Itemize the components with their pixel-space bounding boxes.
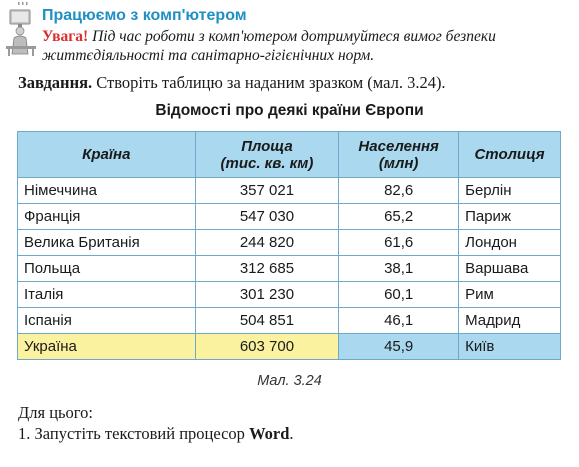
section-header: Працюємо з комп'ютером Увага! Під час ро… bbox=[0, 0, 579, 64]
table-row-highlighted: Україна 603 700 45,9 Київ bbox=[17, 333, 561, 360]
cell-population: 61,6 bbox=[338, 229, 460, 256]
cell-capital: Мадрид bbox=[458, 307, 561, 334]
cell-area: 312 685 bbox=[194, 255, 340, 282]
cell-area: 504 851 bbox=[194, 307, 340, 334]
cell-capital: Лондон bbox=[458, 229, 561, 256]
cell-country: Польща bbox=[17, 255, 196, 282]
cell-country: Італія bbox=[17, 281, 196, 308]
table-row: Німеччина 357 021 82,6 Берлін bbox=[17, 177, 561, 204]
table-row: Франція 547 030 65,2 Париж bbox=[17, 203, 561, 230]
cell-capital: Париж bbox=[458, 203, 561, 230]
cell-country: Німеччина bbox=[17, 177, 196, 204]
app-name: Word bbox=[249, 424, 290, 443]
cell-area: 301 230 bbox=[194, 281, 340, 308]
table-row: Іспанія 504 851 46,1 Мадрид bbox=[17, 307, 561, 334]
step-1: 1. Запустіть текстовий процесор Word. bbox=[18, 424, 294, 443]
cell-area: 244 820 bbox=[194, 229, 340, 256]
person-at-computer-icon bbox=[6, 2, 36, 56]
table-title: Відомості про деякі країни Європи bbox=[155, 102, 424, 119]
table-row: Італія 301 230 60,1 Рим bbox=[17, 281, 561, 308]
cell-country: Велика Британія bbox=[17, 229, 196, 256]
cell-population: 38,1 bbox=[338, 255, 460, 282]
cell-area: 357 021 bbox=[194, 177, 340, 204]
task-label: Завдання. bbox=[18, 73, 93, 92]
header-capital: Столиця bbox=[458, 131, 561, 178]
figure-caption: Мал. 3.24 bbox=[257, 373, 322, 389]
warning-text: Під час роботи з комп'ютером дотримуйтес… bbox=[42, 28, 496, 64]
table-row: Польща 312 685 38,1 Варшава bbox=[17, 255, 561, 282]
cell-country: Україна bbox=[17, 333, 196, 360]
header-area: Площа (тис. кв. км) bbox=[194, 131, 340, 178]
cell-capital: Київ bbox=[458, 333, 561, 360]
cell-population: 65,2 bbox=[338, 203, 460, 230]
cell-population: 45,9 bbox=[338, 333, 460, 360]
cell-area: 547 030 bbox=[194, 203, 340, 230]
header-population: Населення (млн) bbox=[338, 131, 460, 178]
header-country: Країна bbox=[17, 131, 196, 178]
instruction-steps: Для цього: 1. Запустіть текстовий процес… bbox=[18, 402, 294, 444]
countries-table: Країна Площа (тис. кв. км) Населення (мл… bbox=[17, 131, 561, 360]
task-text: Створіть таблицю за наданим зразком (мал… bbox=[96, 73, 446, 92]
cell-population: 60,1 bbox=[338, 281, 460, 308]
section-title: Працюємо з комп'ютером bbox=[42, 7, 247, 24]
safety-warning: Увага! Під час роботи з комп'ютером дотр… bbox=[42, 27, 572, 65]
cell-capital: Варшава bbox=[458, 255, 561, 282]
task-statement: Завдання. Створіть таблицю за наданим зр… bbox=[18, 73, 446, 93]
table-header-row: Країна Площа (тис. кв. км) Населення (мл… bbox=[17, 131, 561, 178]
table-row: Велика Британія 244 820 61,6 Лондон bbox=[17, 229, 561, 256]
steps-intro: Для цього: bbox=[18, 403, 93, 422]
cell-capital: Берлін bbox=[458, 177, 561, 204]
cell-population: 82,6 bbox=[338, 177, 460, 204]
cell-capital: Рим bbox=[458, 281, 561, 308]
cell-area: 603 700 bbox=[194, 333, 340, 360]
warning-label: Увага! bbox=[42, 28, 89, 45]
cell-population: 46,1 bbox=[338, 307, 460, 334]
cell-country: Франція bbox=[17, 203, 196, 230]
cell-country: Іспанія bbox=[17, 307, 196, 334]
